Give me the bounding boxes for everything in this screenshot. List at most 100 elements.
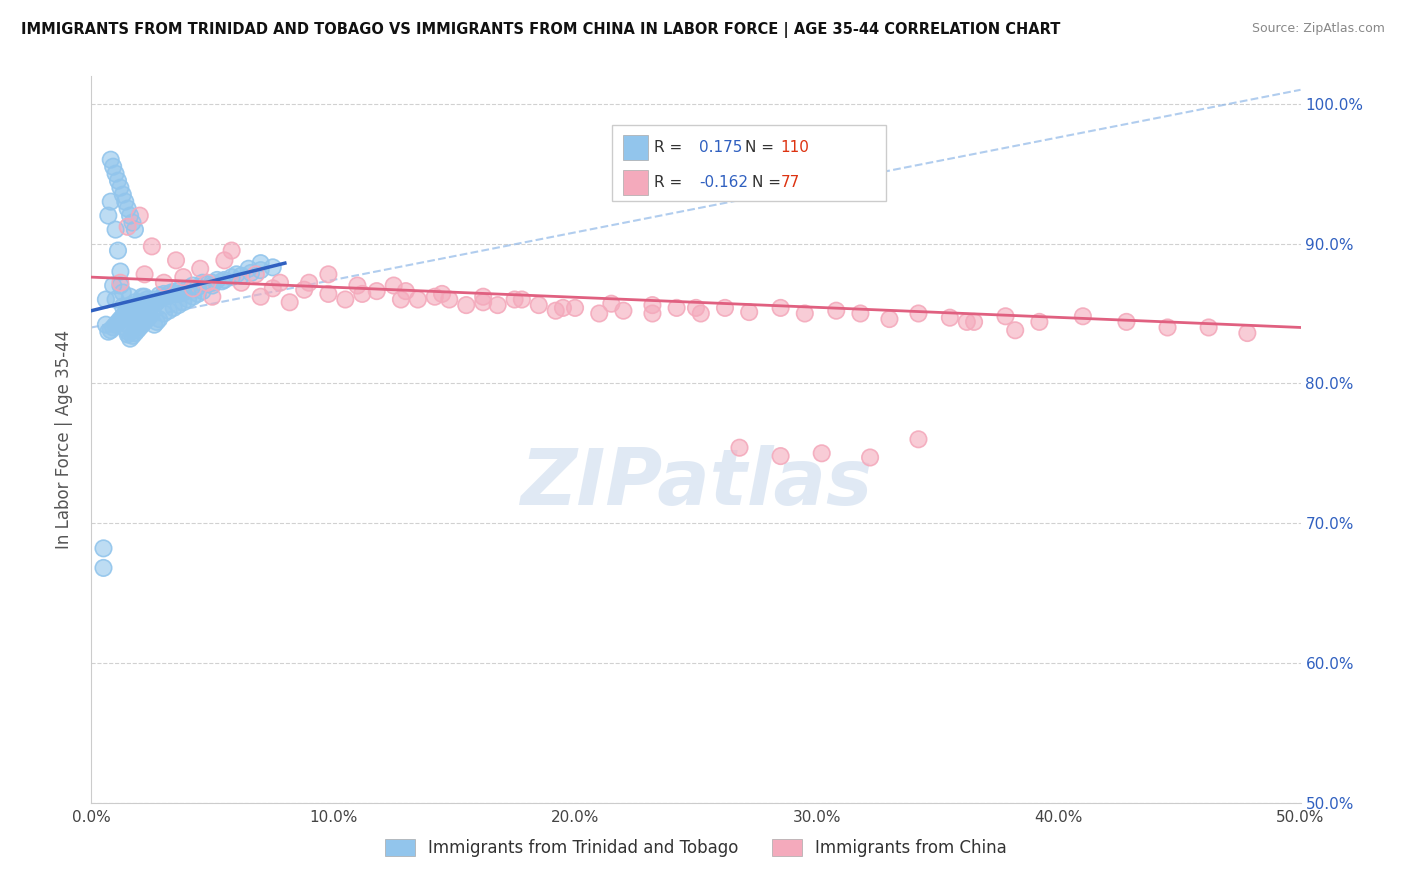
Point	[104, 167, 127, 181]
Point	[205, 273, 228, 287]
Point	[389, 293, 412, 307]
Point	[197, 276, 219, 290]
Point	[121, 329, 143, 343]
Point	[382, 278, 405, 293]
Point	[963, 315, 986, 329]
Point	[1028, 315, 1050, 329]
Point	[187, 280, 209, 294]
Point	[318, 268, 340, 282]
Point	[157, 303, 180, 318]
Legend: Immigrants from Trinidad and Tobago, Immigrants from China: Immigrants from Trinidad and Tobago, Imm…	[378, 832, 1014, 863]
Point	[439, 293, 461, 307]
Point	[134, 290, 156, 304]
Text: -0.162: -0.162	[699, 175, 748, 190]
Point	[201, 278, 224, 293]
Point	[510, 293, 533, 307]
Point	[201, 276, 224, 290]
Point	[124, 222, 146, 236]
Point	[197, 276, 219, 290]
Point	[131, 318, 153, 332]
Point	[197, 277, 219, 292]
Point	[225, 268, 247, 282]
Point	[1004, 323, 1026, 337]
Point	[97, 209, 120, 223]
Point	[167, 287, 190, 301]
Point	[503, 293, 526, 307]
Point	[93, 561, 115, 575]
Point	[143, 318, 166, 332]
Point	[138, 295, 160, 310]
Point	[124, 326, 146, 340]
Point	[335, 293, 357, 307]
Point	[148, 312, 170, 326]
Point	[136, 301, 159, 315]
Point	[665, 301, 688, 315]
Point	[191, 276, 214, 290]
Point	[240, 266, 263, 280]
Point	[269, 276, 291, 290]
Point	[1028, 315, 1050, 329]
Point	[201, 290, 224, 304]
Point	[111, 300, 134, 314]
Point	[97, 325, 120, 339]
Point	[456, 298, 478, 312]
Point	[238, 261, 260, 276]
Point	[685, 301, 707, 315]
Point	[456, 298, 478, 312]
Point	[114, 194, 136, 209]
Point	[172, 295, 194, 310]
Point	[120, 332, 142, 346]
Point	[486, 298, 509, 312]
Point	[134, 298, 156, 312]
Point	[148, 288, 170, 302]
Point	[111, 310, 134, 324]
Point	[641, 306, 664, 320]
Point	[94, 318, 117, 332]
Point	[172, 285, 194, 300]
Point	[117, 202, 139, 216]
Point	[104, 318, 127, 332]
Point	[104, 222, 127, 236]
Point	[188, 261, 211, 276]
Point	[120, 209, 142, 223]
Point	[346, 278, 368, 293]
Point	[849, 306, 872, 320]
Text: R =: R =	[654, 175, 688, 190]
Point	[157, 287, 180, 301]
Point	[110, 180, 132, 194]
Point	[231, 276, 253, 290]
Point	[503, 293, 526, 307]
Point	[612, 303, 634, 318]
Point	[430, 287, 453, 301]
Point	[100, 194, 122, 209]
Point	[104, 167, 127, 181]
Point	[600, 296, 623, 310]
Point	[551, 301, 574, 315]
Point	[101, 278, 124, 293]
Point	[114, 320, 136, 334]
Point	[110, 312, 132, 326]
Point	[101, 160, 124, 174]
Point	[1198, 320, 1220, 334]
Point	[117, 310, 139, 324]
Point	[939, 310, 962, 325]
Point	[110, 312, 132, 326]
Point	[120, 298, 142, 312]
Point	[406, 293, 429, 307]
Point	[738, 305, 761, 319]
Point	[167, 287, 190, 301]
Point	[120, 290, 142, 304]
Point	[134, 268, 156, 282]
Point	[128, 209, 150, 223]
Point	[472, 290, 495, 304]
Point	[214, 273, 236, 287]
Point	[94, 318, 117, 332]
Point	[181, 290, 204, 304]
Point	[134, 268, 156, 282]
Point	[907, 432, 929, 446]
Point	[114, 320, 136, 334]
Point	[430, 287, 453, 301]
Point	[214, 253, 236, 268]
Point	[104, 318, 127, 332]
Point	[148, 312, 170, 326]
